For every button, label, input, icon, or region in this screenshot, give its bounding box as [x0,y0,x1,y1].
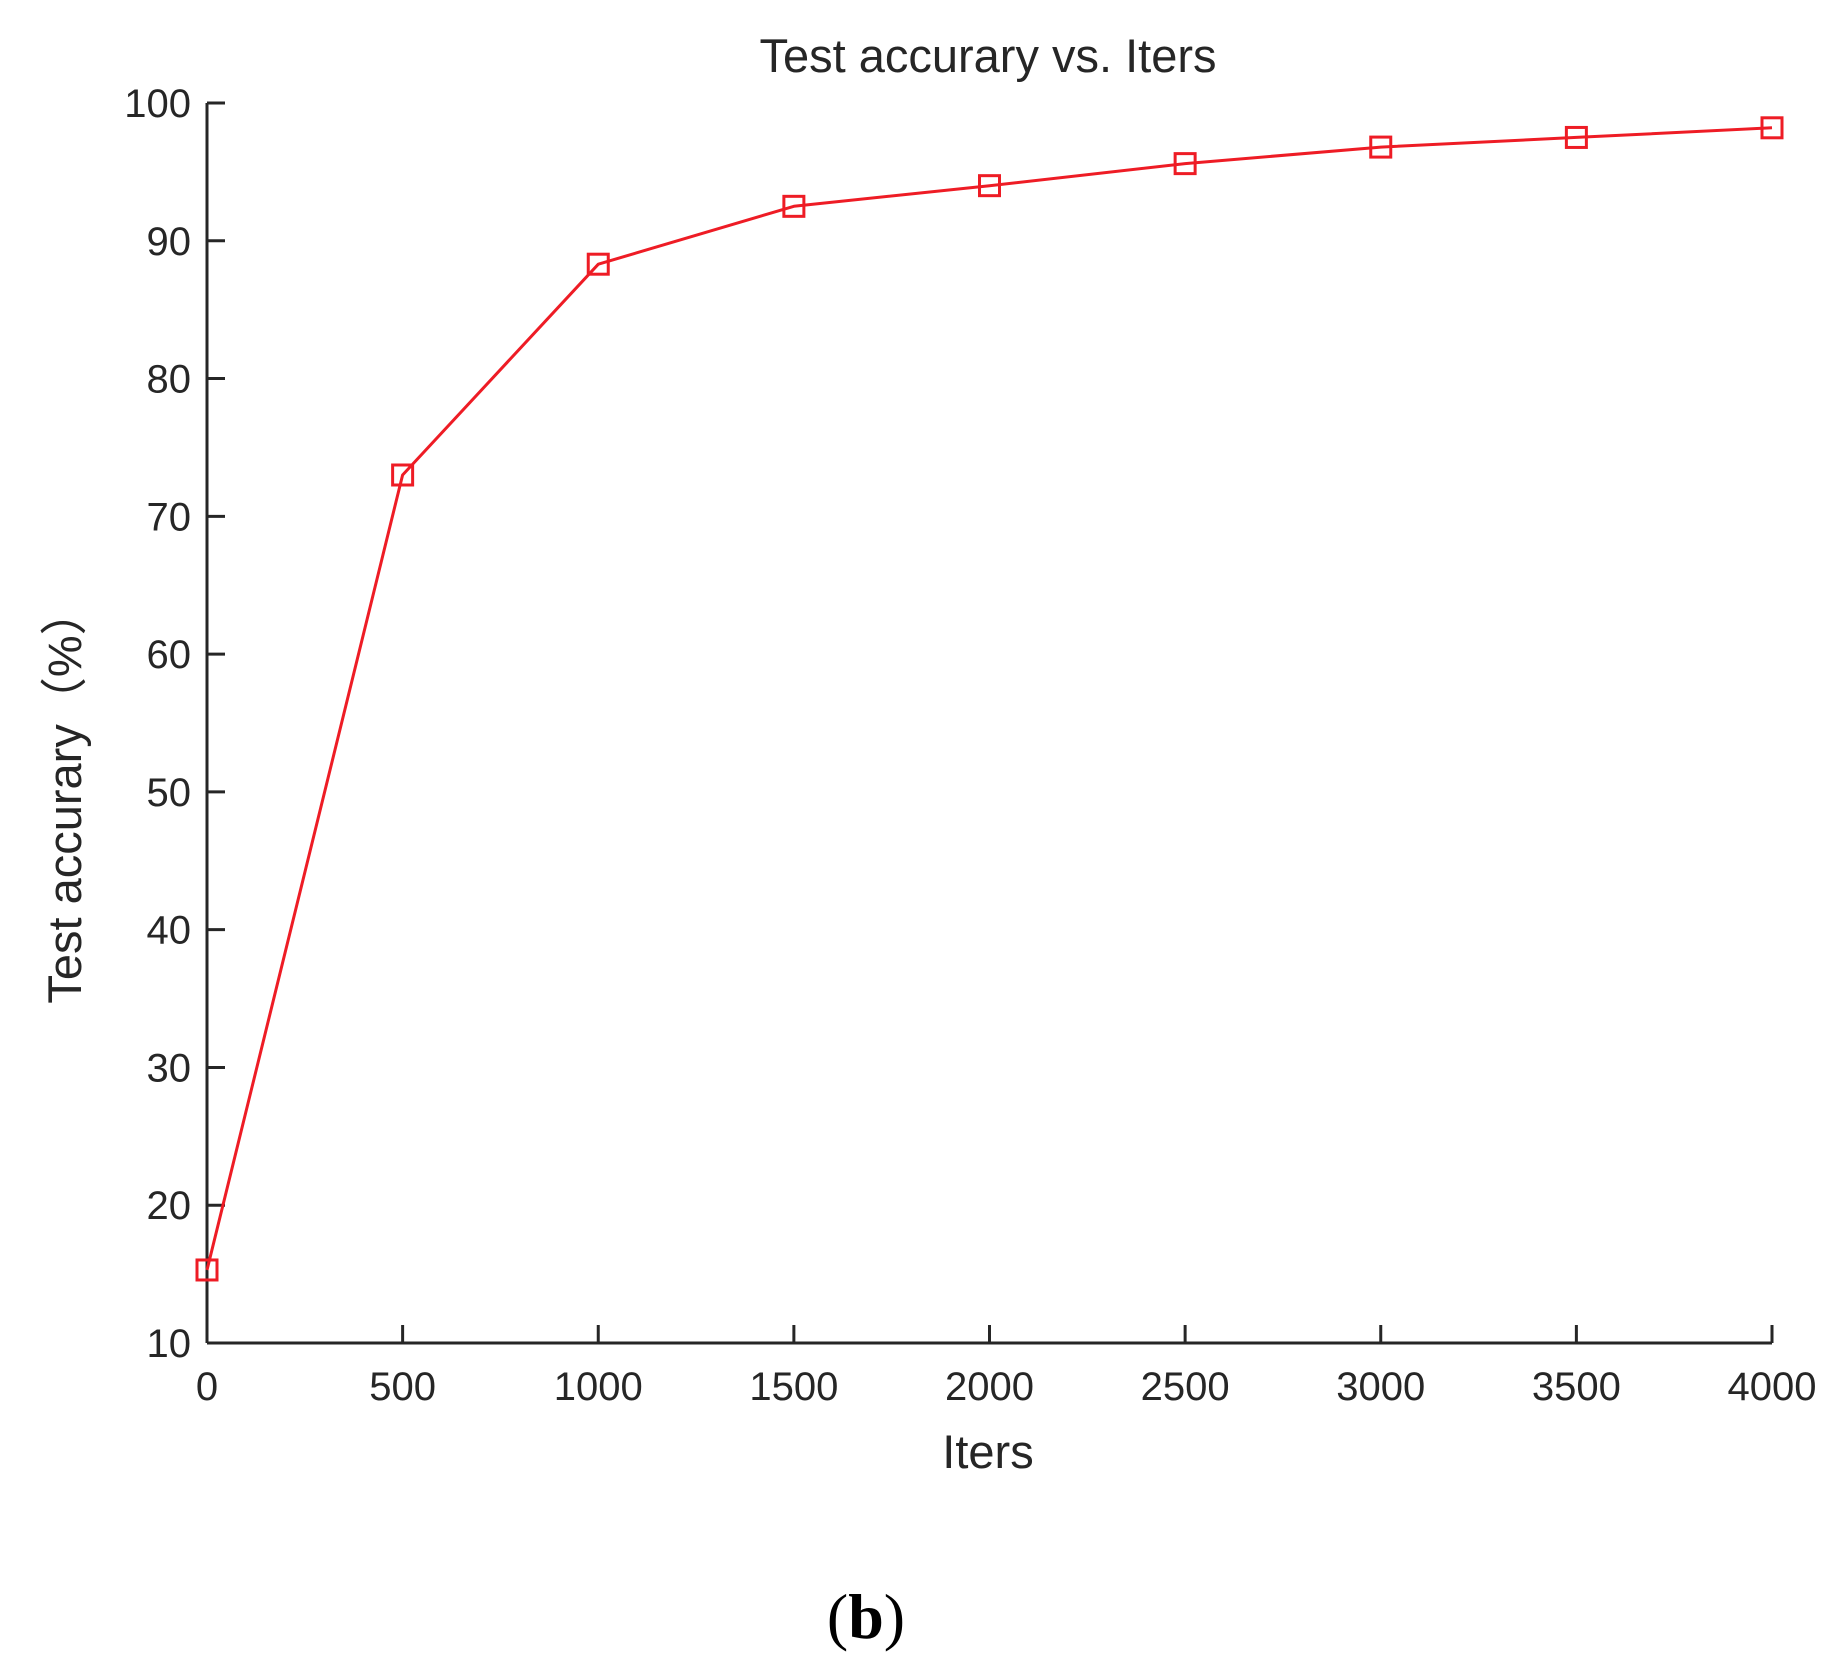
y-tick-label: 90 [147,220,192,264]
series-line [205,126,1773,1271]
panel-label: (b) [827,1581,905,1652]
panel-label-letter: b [848,1581,884,1652]
data-point-marker [978,174,1001,198]
x-tick-label: 1500 [749,1365,838,1409]
y-tick-label: 70 [147,495,192,539]
x-tick-label: 3000 [1336,1365,1425,1409]
x-axis-label: Iters [942,1425,1033,1478]
data-point-marker [1564,125,1588,149]
x-tick-label: 4000 [1728,1365,1817,1409]
x-tick-label: 0 [196,1365,218,1409]
y-tick-label: 10 [147,1322,192,1366]
data-point-marker [1760,116,1784,140]
panel-label-open: ( [827,1581,848,1652]
y-tick-label: 80 [147,358,192,402]
panel-label-close: ) [884,1581,905,1652]
y-tick-label: 40 [147,909,192,953]
data-point-marker [586,252,610,276]
x-tick-label: 500 [369,1365,436,1409]
data-point-marker [391,463,415,487]
data-point-marker [195,1258,219,1282]
data-point-marker [1173,152,1197,176]
data-point-marker [782,194,806,218]
x-tick-label: 3500 [1532,1365,1621,1409]
data-point-marker [1369,135,1393,159]
y-tick-label: 30 [147,1046,192,1090]
chart-title: Test accurary vs. Iters [759,29,1216,82]
y-tick-label: 20 [147,1184,192,1228]
x-tick-label: 1000 [554,1365,643,1409]
y-tick-label: 100 [124,82,191,126]
y-axis-label: Test accurary（%） [38,588,91,1003]
x-tick-label: 2500 [1141,1365,1230,1409]
x-tick-label: 2000 [945,1365,1034,1409]
y-tick-label: 60 [147,633,192,677]
y-tick-label: 50 [147,771,192,815]
